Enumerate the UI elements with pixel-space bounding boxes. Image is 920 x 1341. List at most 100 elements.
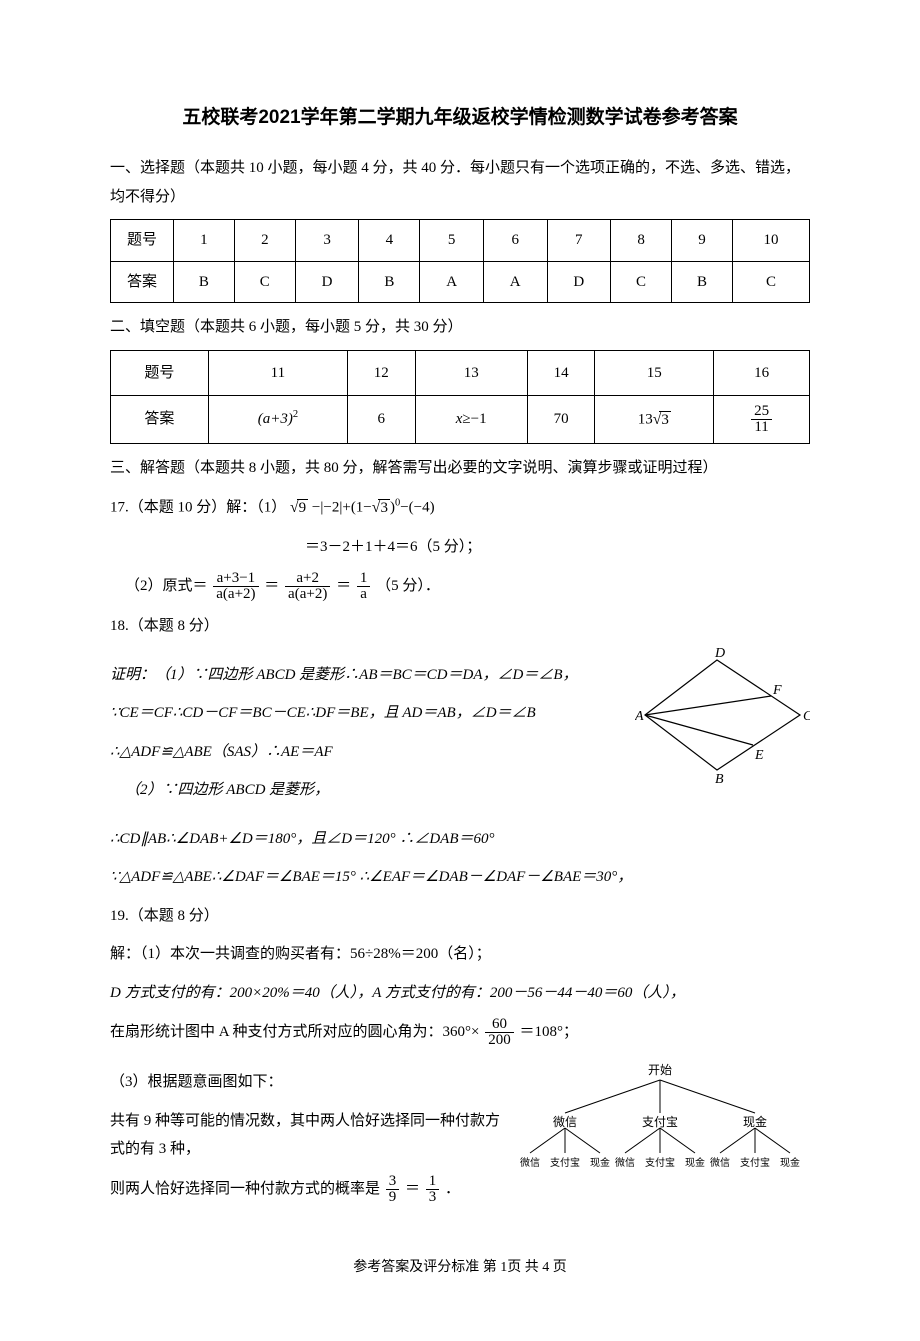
- q17-line1: 17.（本题 10 分）解：（1） 9 −|−2|+(1−3)0−(−4): [110, 493, 810, 523]
- q19-l2: D 方式支付的有：200×20%＝40（人），A 方式支付的有：200－56－4…: [110, 979, 810, 1008]
- den: 200: [485, 1033, 514, 1048]
- label-B: B: [715, 772, 724, 785]
- cell: D: [295, 261, 359, 303]
- num: 1: [357, 571, 371, 587]
- fraction: a+3−1a(a+2): [213, 571, 258, 602]
- q18-l6: ∵△ADF≌△ABE∴∠DAF＝∠BAE＝15° ∴∠EAF＝∠DAB－∠DAF…: [110, 863, 810, 892]
- cell: D: [547, 261, 611, 303]
- cell: 4: [359, 220, 420, 262]
- cell: 6: [483, 220, 547, 262]
- tree-leaf: 微信: [710, 1156, 730, 1169]
- label-E: E: [754, 748, 764, 763]
- num: a+3−1: [213, 571, 258, 587]
- fraction: 39: [386, 1174, 400, 1205]
- den: 11: [751, 420, 772, 435]
- sqrt-icon: 3: [653, 405, 671, 435]
- cell: A: [420, 261, 484, 303]
- num: 3: [386, 1174, 400, 1190]
- row-label: 答案: [111, 261, 174, 303]
- cell-a12: 6: [347, 396, 415, 444]
- q18-head: 18.（本题 8 分）: [110, 612, 810, 641]
- num: 1: [426, 1174, 440, 1190]
- cell: 11: [208, 350, 347, 396]
- cell: C: [611, 261, 672, 303]
- table-row: 答案 B C D B A A D C B C: [111, 261, 810, 303]
- fraction: a+2a(a+2): [285, 571, 330, 602]
- q17-line2: ＝3－2＋1＋4＝6（5 分）；: [110, 533, 810, 562]
- table-row: 题号 11 12 13 14 15 16: [111, 350, 810, 396]
- section1-heading: 一、选择题（本题共 10 小题，每小题 4 分，共 40 分．每小题只有一个选项…: [110, 154, 810, 211]
- a15-coef: 13: [638, 411, 653, 427]
- den: a(a+2): [213, 587, 258, 602]
- eq: ＝: [336, 578, 351, 594]
- cell: 3: [295, 220, 359, 262]
- table-row: 答案 (a+3)2 6 x≥−1 70 133 2511: [111, 396, 810, 444]
- q19-l6-pre: 则两人恰好选择同一种付款方式的概率是: [110, 1180, 380, 1196]
- cell: 8: [611, 220, 672, 262]
- den: 9: [386, 1190, 400, 1205]
- a13-op: ≥: [462, 411, 470, 427]
- q18-l3: ∴△ADF≌△ABE（SAS）∴AE＝AF: [110, 738, 625, 767]
- row-label: 题号: [111, 350, 209, 396]
- tree-root: 开始: [648, 1063, 672, 1077]
- tree-leaf: 微信: [520, 1156, 540, 1169]
- q19-head: 19.（本题 8 分）: [110, 902, 810, 931]
- section2-heading: 二、填空题（本题共 6 小题，每小题 5 分，共 30 分）: [110, 313, 810, 342]
- den: 3: [426, 1190, 440, 1205]
- fraction: 1a: [357, 571, 371, 602]
- q19-l6: 则两人恰好选择同一种付款方式的概率是 39 ＝ 13 ．: [110, 1174, 500, 1205]
- tree-leaf: 现金: [780, 1156, 800, 1169]
- eq: ＝: [405, 1180, 420, 1196]
- q18-l1: 证明：（1）∵四边形 ABCD 是菱形∴AB＝BC＝CD＝DA，∠D＝∠B，: [110, 661, 625, 690]
- cell: B: [173, 261, 234, 303]
- cell: C: [732, 261, 809, 303]
- cell: C: [234, 261, 295, 303]
- q19-l5: 共有 9 种等可能的情况数，其中两人恰好选择同一种付款方式的有 3 种，: [110, 1107, 500, 1164]
- tree-leaf: 支付宝: [740, 1156, 770, 1169]
- tree-leaf: 支付宝: [645, 1156, 675, 1169]
- a13-rhs: −1: [471, 411, 487, 427]
- eq: ＝: [264, 578, 279, 594]
- cell: B: [359, 261, 420, 303]
- row-label: 答案: [111, 396, 209, 444]
- cell: 10: [732, 220, 809, 262]
- tree-mid: 现金: [743, 1114, 767, 1129]
- a15-rad: 3: [659, 411, 671, 428]
- label-D: D: [714, 646, 725, 661]
- probability-tree: 开始 微信 支付宝 现金 微信 支付宝 现金 微信 支付宝 现金 微信 支付宝 …: [510, 1058, 810, 1173]
- section3-heading: 三、解答题（本题共 8 小题，共 80 分，解答需写出必要的文字说明、演算步骤或…: [110, 454, 810, 483]
- label-C: C: [803, 709, 810, 724]
- table-1-choice: 题号 1 2 3 4 5 6 7 8 9 10 答案 B C D B A A D…: [110, 219, 810, 303]
- fraction: 2511: [751, 404, 772, 435]
- label-F: F: [772, 683, 782, 698]
- num: 60: [485, 1017, 514, 1033]
- table-2-fillblank: 题号 11 12 13 14 15 16 答案 (a+3)2 6 x≥−1 70…: [110, 350, 810, 445]
- q18-l4: （2）∵四边形 ABCD 是菱形，: [110, 776, 625, 805]
- cell: B: [672, 261, 733, 303]
- fraction: 60200: [485, 1017, 514, 1048]
- q19-l3-pre: 在扇形统计图中 A 种支付方式所对应的圆心角为：360°×: [110, 1024, 479, 1040]
- cell-a16: 2511: [714, 396, 810, 444]
- tree-leaf: 微信: [615, 1156, 635, 1169]
- q17-l3-post: （5 分）．: [376, 578, 440, 594]
- q17-line3: （2）原式＝ a+3−1a(a+2) ＝ a+2a(a+2) ＝ 1a （5 分…: [110, 571, 810, 602]
- num: a+2: [285, 571, 330, 587]
- q19-l6-post: ．: [445, 1180, 460, 1196]
- cell: 5: [420, 220, 484, 262]
- tree-mid: 微信: [553, 1115, 577, 1129]
- cell: 15: [595, 350, 714, 396]
- sqrt-icon: 9: [290, 493, 308, 523]
- cell: 9: [672, 220, 733, 262]
- row-label: 题号: [111, 220, 174, 262]
- tree-mid: 支付宝: [642, 1115, 678, 1129]
- cell-a11: (a+3)2: [208, 396, 347, 444]
- cell-a14: 70: [527, 396, 595, 444]
- cell: 12: [347, 350, 415, 396]
- label-A: A: [635, 709, 644, 724]
- cell: 1: [173, 220, 234, 262]
- a11-base: (a+3): [258, 411, 293, 427]
- cell: 13: [415, 350, 527, 396]
- document-title: 五校联考2021学年第二学期九年级返校学情检测数学试卷参考答案: [110, 100, 810, 136]
- tree-leaf: 支付宝: [550, 1156, 580, 1169]
- q19-l4: （3）根据题意画图如下：: [110, 1068, 500, 1097]
